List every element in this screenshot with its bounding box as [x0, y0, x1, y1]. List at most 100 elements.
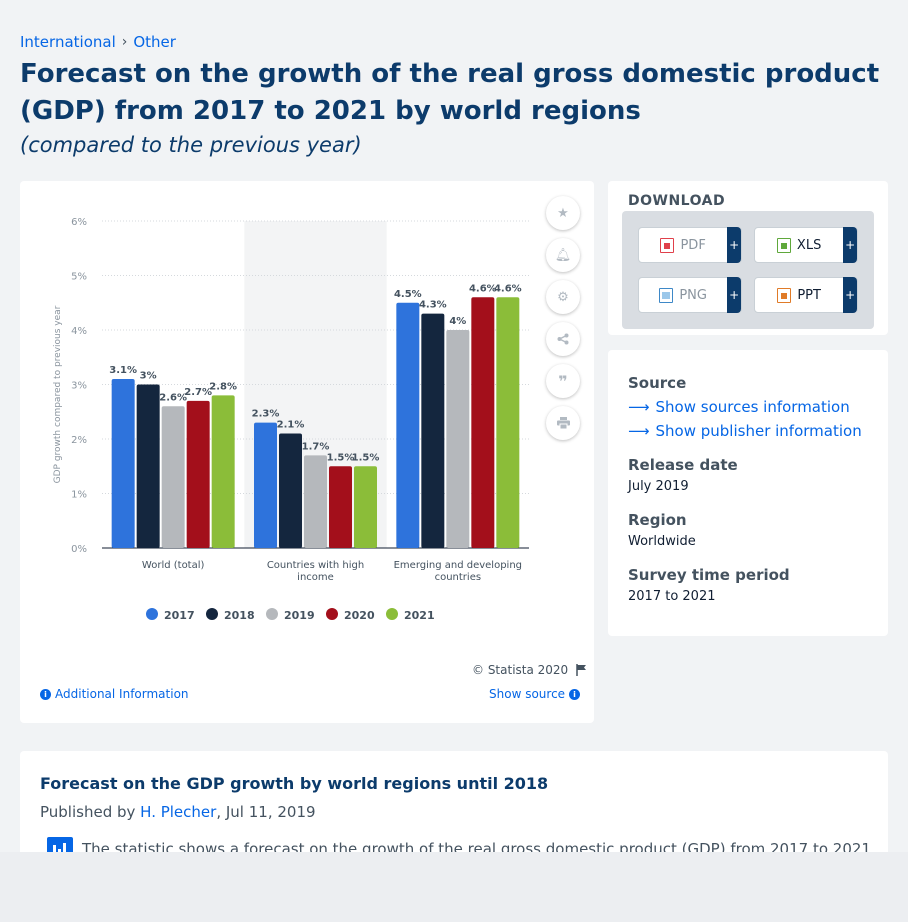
data-label: 2.7%	[184, 387, 212, 398]
print-icon[interactable]	[546, 406, 580, 440]
author-link[interactable]: H. Plecher	[140, 803, 217, 821]
arrow-right-icon: ⟶	[628, 398, 650, 416]
y-tick-label: 6%	[71, 217, 87, 228]
legend-label: 2021	[404, 609, 435, 622]
legend-label: 2019	[284, 609, 315, 622]
region-heading: Region	[628, 511, 687, 529]
show-publisher-label: Show publisher information	[655, 422, 862, 440]
y-tick-label: 5%	[71, 272, 87, 283]
data-label: 2.1%	[277, 420, 305, 431]
statista-credit: © Statista 2020	[472, 663, 587, 677]
xls-label: XLS	[796, 237, 822, 253]
published-date: , Jul 11, 2019	[216, 803, 316, 821]
region-value: Worldwide	[628, 534, 696, 549]
bar	[446, 330, 470, 548]
data-label: 2.6%	[159, 392, 187, 403]
xls-file-icon	[776, 237, 791, 253]
show-publisher-link[interactable]: ⟶ Show publisher information	[628, 422, 862, 440]
chart-actions: ★ 🔔︎ ⚙ ❞	[546, 196, 582, 448]
data-label: 3.1%	[109, 365, 137, 376]
ppt-file-icon	[777, 287, 792, 303]
show-source-label: Show source	[489, 687, 566, 701]
x-tick-label: World (total)	[142, 560, 205, 571]
release-date-heading: Release date	[628, 456, 738, 474]
bar	[329, 466, 352, 548]
share-icon[interactable]	[546, 322, 580, 356]
source-heading: Source	[628, 374, 687, 392]
data-label: 1.7%	[302, 441, 330, 452]
bar	[161, 406, 185, 548]
legend-label: 2018	[224, 609, 255, 622]
plus-icon[interactable]: +	[727, 227, 741, 263]
breadcrumb-international[interactable]: International	[20, 33, 116, 51]
download-pdf-button[interactable]: PDF +	[638, 227, 742, 263]
download-xls-button[interactable]: XLS +	[754, 227, 858, 263]
plus-icon[interactable]: +	[727, 277, 741, 313]
bar	[254, 422, 277, 548]
bar	[396, 302, 420, 548]
published-prefix: Published by	[40, 803, 136, 821]
bar	[279, 433, 302, 548]
release-date-value: July 2019	[628, 479, 689, 494]
x-tick-label: countries	[435, 572, 481, 583]
bar	[421, 313, 445, 548]
credit-text: © Statista 2020	[472, 663, 569, 677]
download-png-button[interactable]: PNG +	[638, 277, 742, 313]
png-label: PNG	[679, 287, 707, 303]
legend-label: 2017	[164, 609, 195, 622]
bar	[471, 297, 495, 548]
info-icon: i	[40, 688, 51, 700]
show-source-link[interactable]: Show source i	[489, 687, 581, 701]
breadcrumb-other[interactable]: Other	[133, 33, 176, 51]
png-file-icon	[659, 287, 674, 303]
plus-icon[interactable]: +	[843, 227, 857, 263]
show-sources-link[interactable]: ⟶ Show sources information	[628, 398, 850, 416]
bell-icon[interactable]: 🔔︎	[546, 238, 580, 272]
x-tick-label: Countries with high	[267, 560, 364, 571]
data-label: 1.5%	[327, 452, 355, 463]
download-buttons-area: PDF + XLS + PNG + PPT +	[622, 211, 874, 329]
survey-period-value: 2017 to 2021	[628, 589, 716, 604]
bar	[186, 400, 210, 548]
bar	[211, 395, 235, 548]
page-title: Forecast on the growth of the real gross…	[20, 59, 880, 126]
x-tick-label: Emerging and developing	[394, 560, 522, 571]
gear-icon[interactable]: ⚙	[546, 280, 580, 314]
x-tick-label: income	[297, 572, 334, 583]
bottom-banner	[0, 852, 908, 922]
bar	[496, 297, 520, 548]
data-label: 2.3%	[252, 409, 280, 420]
plus-icon[interactable]: +	[843, 277, 857, 313]
quote-icon[interactable]: ❞	[546, 364, 580, 398]
y-tick-label: 0%	[71, 544, 87, 555]
chevron-right-icon: ›	[121, 34, 128, 50]
additional-information-link[interactable]: i Additional Information	[40, 687, 189, 701]
data-label: 4.3%	[419, 300, 447, 311]
data-label: 4.5%	[394, 289, 422, 300]
y-tick-label: 2%	[71, 435, 87, 446]
pdf-file-icon	[660, 237, 675, 253]
flag-icon[interactable]	[576, 664, 587, 676]
bar	[354, 466, 377, 548]
page-subtitle: (compared to the previous year)	[20, 133, 362, 157]
pdf-label: PDF	[680, 237, 706, 253]
arrow-right-icon: ⟶	[628, 422, 650, 440]
chart-card: 0% 1% 2% 3% 4% 5% 6% GDP growth compared to pre…	[20, 181, 594, 723]
description-title: Forecast on the GDP growth by world regi…	[40, 774, 549, 793]
data-label: 4%	[449, 316, 466, 327]
legend-marker	[206, 608, 218, 620]
legend-marker	[386, 608, 398, 620]
data-label: 1.5%	[352, 452, 380, 463]
show-sources-label: Show sources information	[655, 398, 850, 416]
star-icon[interactable]: ★	[546, 196, 580, 230]
bar	[304, 455, 327, 548]
ppt-label: PPT	[797, 287, 821, 303]
additional-info-label: Additional Information	[55, 687, 189, 701]
download-title: DOWNLOAD	[628, 193, 726, 209]
info-icon: i	[569, 688, 581, 700]
legend-marker	[146, 608, 158, 620]
download-ppt-button[interactable]: PPT +	[754, 277, 858, 313]
data-label: 4.6%	[494, 283, 522, 294]
data-label: 2.8%	[209, 381, 237, 392]
